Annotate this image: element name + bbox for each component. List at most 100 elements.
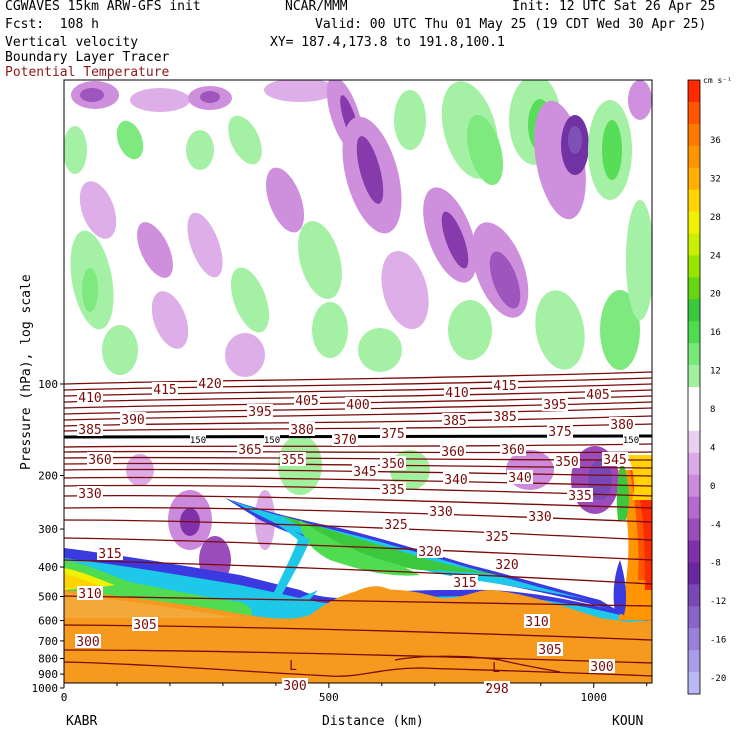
theta-label-bg <box>97 546 123 560</box>
vertical-velocity-field <box>64 80 652 683</box>
right-endpoint-label: KOUN <box>612 714 643 729</box>
theta-label: 415 <box>153 383 176 398</box>
low-pressure-label: L <box>289 659 297 674</box>
theta-label: 335 <box>381 483 404 498</box>
theta-label-bg <box>442 413 468 427</box>
theta-label-bg <box>152 382 178 396</box>
theta-label-bg <box>77 586 103 600</box>
theta-label-bg <box>282 678 308 692</box>
colorbar-swatch <box>688 233 700 256</box>
colorbar-swatch <box>688 672 700 695</box>
theta-label: 335 <box>568 489 591 504</box>
theta-label-bg <box>567 488 593 502</box>
theta-label-bg <box>264 431 280 445</box>
colorbar-swatch <box>688 365 700 388</box>
left-endpoint-label: KABR <box>66 714 97 729</box>
theta-label: 350 <box>381 457 404 472</box>
theta-label: 380 <box>610 418 633 433</box>
theta-label: 360 <box>88 453 111 468</box>
colorbar-swatch <box>688 299 700 322</box>
theta-label-bg <box>380 456 406 470</box>
colorbar-tick-label: 36 <box>710 136 721 146</box>
theta-label: 410 <box>78 391 101 406</box>
colorbar-swatch <box>688 650 700 673</box>
theta-label: 390 <box>121 413 144 428</box>
theta-label: 395 <box>248 405 271 420</box>
field-boundary-layer-tracer: Boundary Layer Tracer <box>5 50 170 65</box>
theta-label: 150 <box>264 436 280 446</box>
theta-label: 410 <box>445 386 468 401</box>
theta-label: 360 <box>441 445 464 460</box>
theta-label-bg <box>609 417 635 431</box>
theta-label: 340 <box>508 471 531 486</box>
theta-label-bg <box>452 575 478 589</box>
field-potential-temperature: Potential Temperature <box>5 65 170 80</box>
theta-labels: 415 420 410 390 395 405 400 410 415 395 405 385 380 3… <box>75 376 639 697</box>
theta-label: 350 <box>555 455 578 470</box>
colorbar-swatch <box>688 584 700 607</box>
colorbar-swatch <box>688 452 700 476</box>
theta-label-bg <box>524 614 550 628</box>
x-tick-label: 0 <box>61 691 68 704</box>
x-axis: 0 500 1000 <box>61 683 648 704</box>
colorbar-tick-label: -16 <box>710 636 726 646</box>
y-axis-label: Pressure (hPa), log scale <box>19 274 34 470</box>
theta-label-bg <box>527 509 553 523</box>
colorbar-swatch <box>688 255 700 278</box>
theta-label-bg <box>500 442 526 456</box>
theta-label-bg <box>77 390 103 404</box>
theta-label: 300 <box>76 635 99 650</box>
colorbar-swatch <box>688 321 700 344</box>
colorbar-unit: cm s⁻¹ <box>703 76 732 85</box>
theta-label: 150 <box>623 436 639 446</box>
theta-label-bg <box>380 482 406 496</box>
colorbar-swatch <box>688 408 700 432</box>
theta-label-bg <box>547 424 573 438</box>
theta-label: 395 <box>543 398 566 413</box>
colorbar-swatch <box>688 606 700 629</box>
y-tick-label: 800 <box>38 653 58 666</box>
theta-label-bg <box>280 452 306 466</box>
colorbar-swatch <box>688 387 700 410</box>
colorbar-tick-label: 4 <box>710 443 715 453</box>
theta-label-bg <box>237 442 263 456</box>
theta-label: 330 <box>429 505 452 520</box>
theta-label-bg <box>484 681 510 695</box>
theta-label: 340 <box>444 473 467 488</box>
y-tick-label: 200 <box>38 470 58 483</box>
theta-label-bg <box>380 426 406 440</box>
theta-label: 375 <box>548 425 571 440</box>
theta-label: 375 <box>381 427 404 442</box>
theta-label-bg <box>484 529 510 543</box>
theta-label: 365 <box>238 443 261 458</box>
colorbar-swatch <box>688 496 700 520</box>
colorbar-tick-label: -8 <box>710 559 721 569</box>
colorbar-swatch <box>688 211 700 234</box>
theta-label-bg <box>332 432 358 446</box>
theta-label-bg <box>87 452 113 466</box>
colorbar-tick-label: 24 <box>710 251 721 261</box>
colorbar-swatch <box>688 101 700 125</box>
theta-label-bg <box>417 544 443 558</box>
theta-label: 385 <box>78 423 101 438</box>
theta-label-bg <box>190 431 206 445</box>
y-tick-label: 300 <box>38 523 58 536</box>
theta-label: 315 <box>453 576 476 591</box>
theta-label: 385 <box>443 414 466 429</box>
colorbar-tick-label: 16 <box>710 328 721 338</box>
colorbar-swatch <box>688 123 700 147</box>
theta-label: 345 <box>353 465 376 480</box>
colorbar-tick-label: -20 <box>710 674 726 684</box>
theta-label-bg <box>507 470 533 484</box>
theta-label-bg <box>120 412 146 426</box>
theta-label: 150 <box>190 436 206 446</box>
low-pressure-label: L <box>492 661 500 676</box>
valid-time: Valid: 00 UTC Thu 01 May 25 (19 CDT Wed … <box>315 17 707 32</box>
forecast-hour: Fcst: 108 h <box>5 17 99 32</box>
y-tick-label: 700 <box>38 635 58 648</box>
theta-label-bg <box>440 444 466 458</box>
colorbar-swatch <box>688 277 700 300</box>
colorbar-swatch <box>688 343 700 366</box>
